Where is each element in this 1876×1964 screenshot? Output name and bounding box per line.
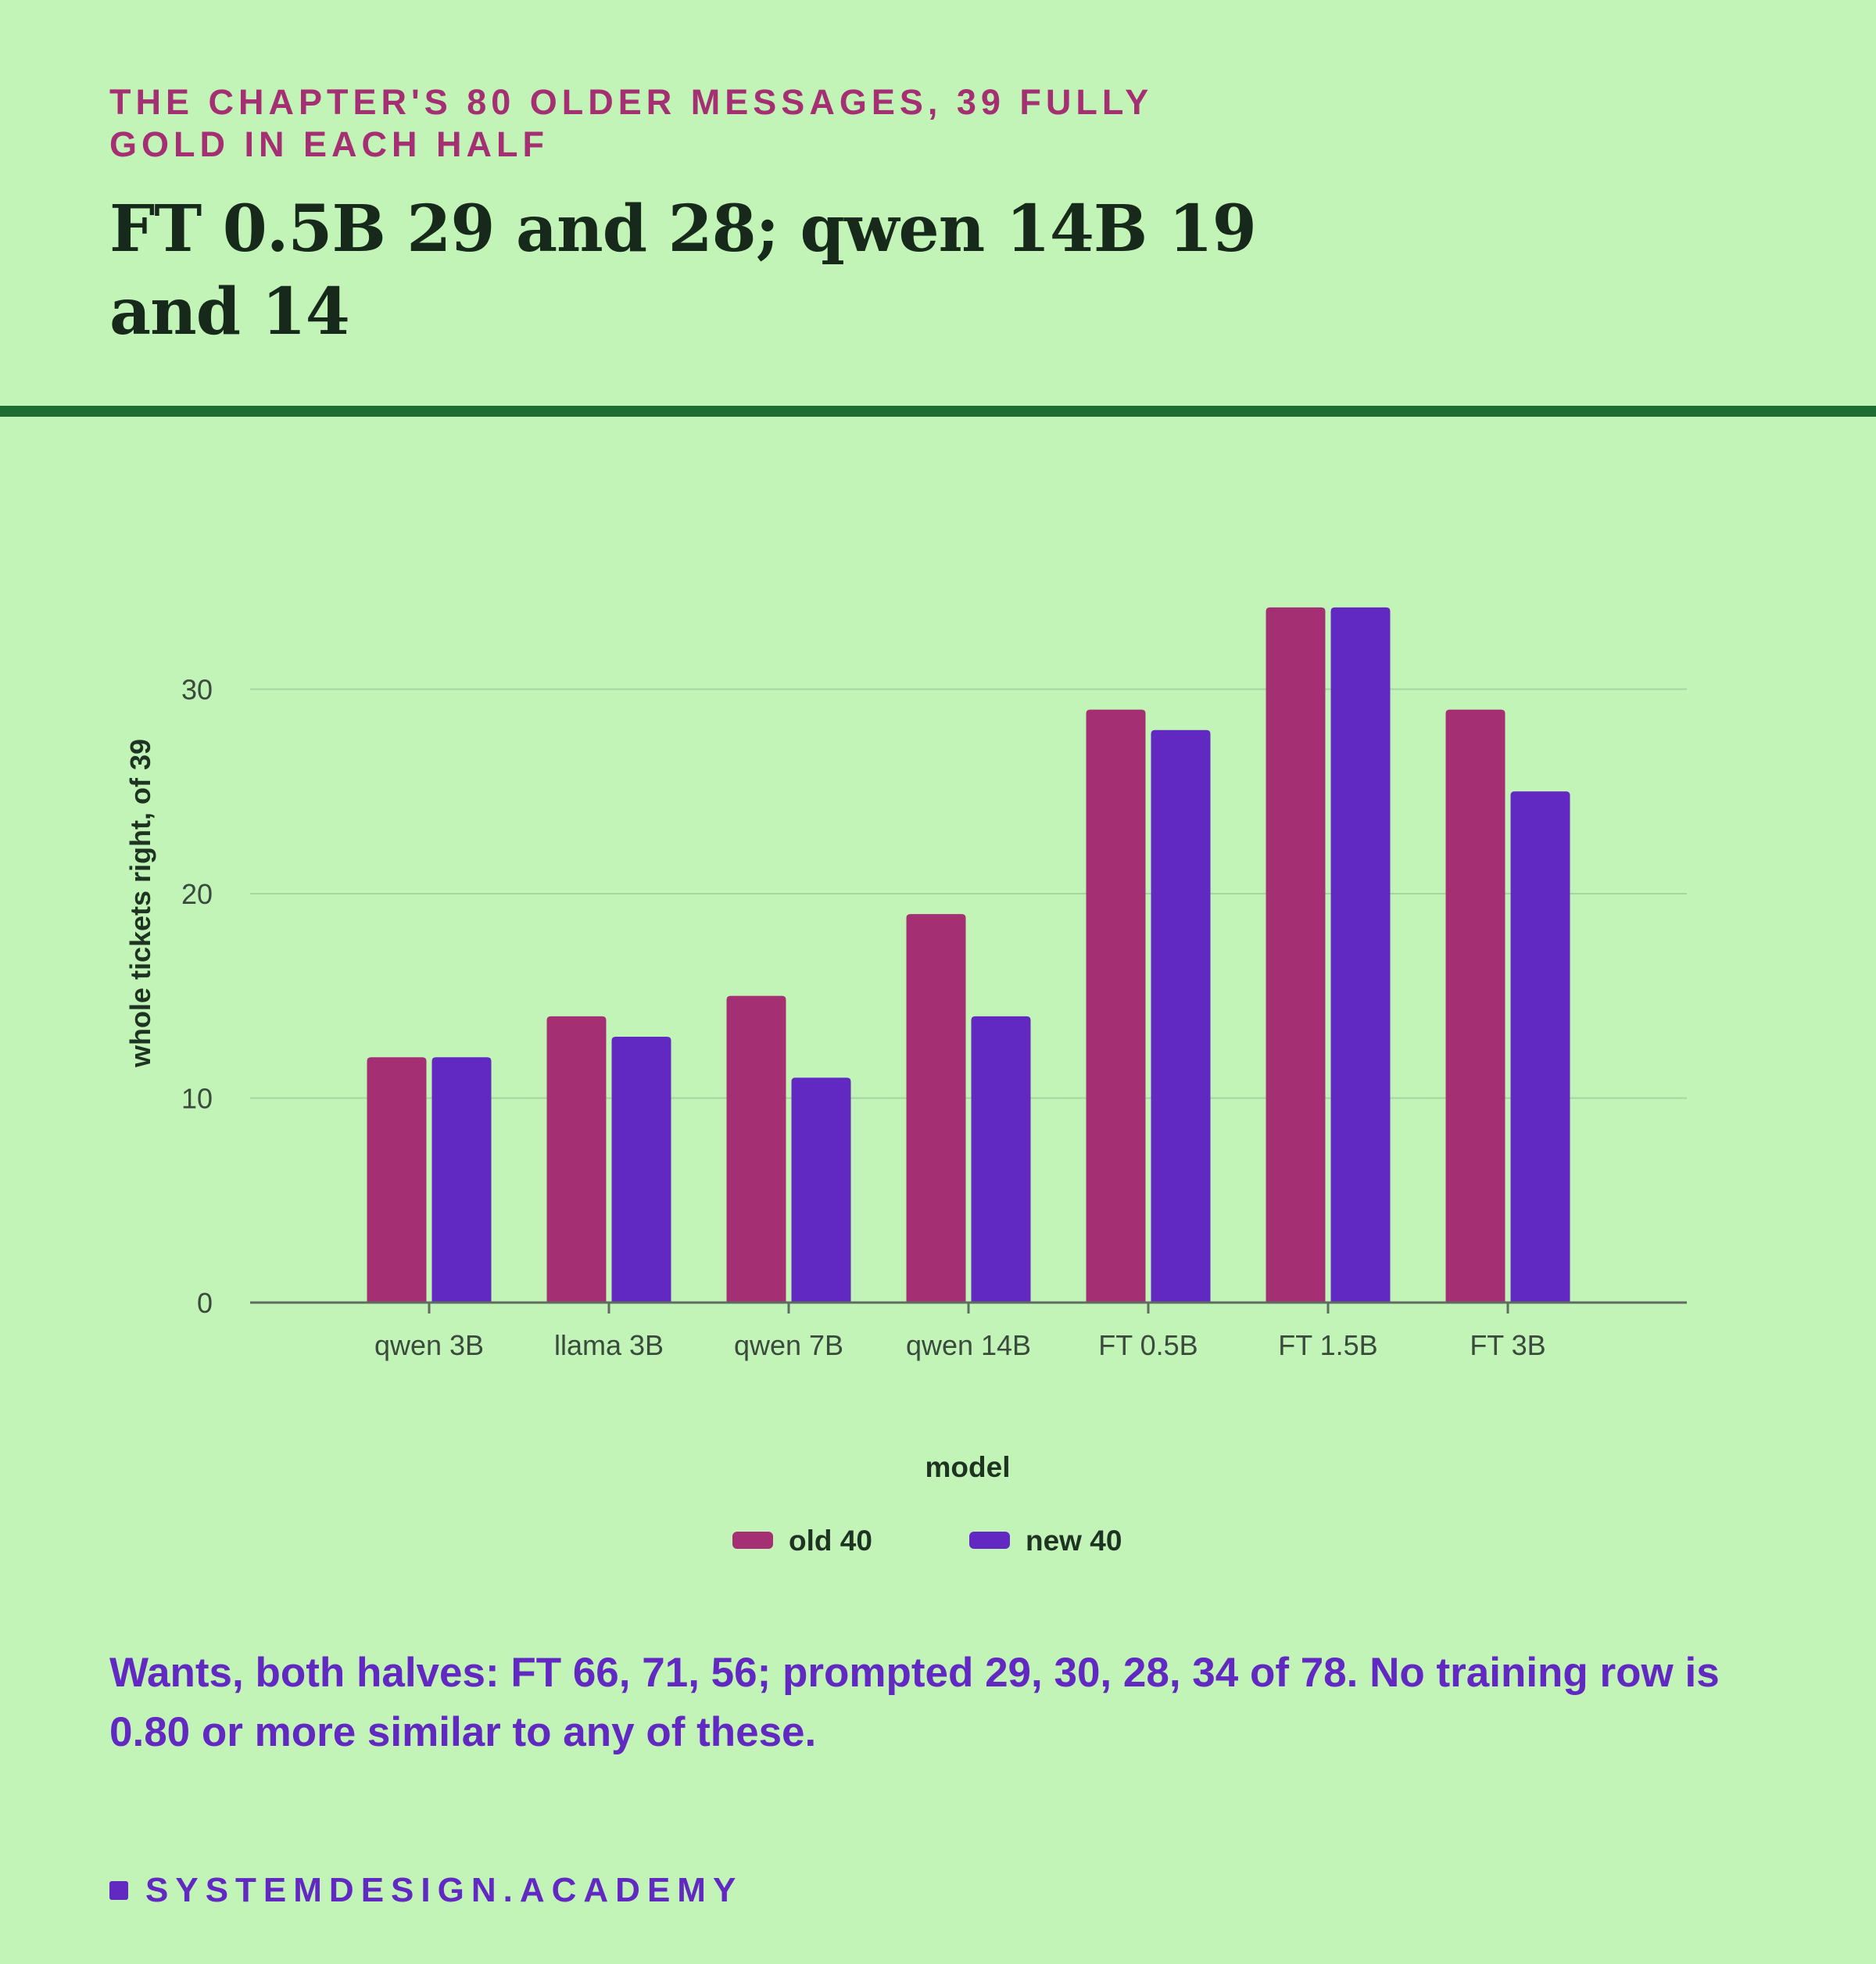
brand: SYSTEMDESIGN.ACADEMY	[109, 1867, 743, 1914]
axes	[250, 1301, 1687, 1314]
tick-labels: 0 10 20 30 qwen 3B llama 3B qwen 7B qwen 14B FT …	[181, 674, 1546, 1362]
x-tick-label: FT 1.5B	[1278, 1329, 1377, 1361]
x-tick-label: qwen 7B	[734, 1329, 843, 1361]
bar-new-4	[1151, 729, 1211, 1303]
bar-new-6	[1510, 791, 1570, 1303]
bar-new-2	[791, 1077, 851, 1303]
y-tick-label: 30	[181, 674, 213, 706]
bar-new-5	[1330, 607, 1391, 1303]
bar-old-3	[906, 914, 966, 1303]
bar-old-6	[1445, 709, 1505, 1303]
brand-name: SYSTEMDESIGN.ACADEMY	[145, 1871, 743, 1909]
bar-old-4	[1086, 709, 1146, 1303]
legend-label-old: old 40	[789, 1525, 872, 1557]
x-tick-label: llama 3B	[554, 1329, 664, 1361]
bar-new-1	[611, 1037, 671, 1303]
legend: old 40 new 40	[732, 1525, 1122, 1557]
footnote: Wants, both halves: FT 66, 71, 56; promp…	[109, 1650, 1720, 1755]
bar-new-0	[431, 1057, 492, 1303]
bar-old-2	[726, 995, 786, 1303]
brand-square-icon	[109, 1881, 128, 1900]
y-tick-label: 0	[197, 1287, 213, 1319]
bars	[367, 607, 1570, 1303]
y-tick-label: 10	[181, 1083, 213, 1115]
legend-swatch-old	[732, 1532, 773, 1549]
legend-swatch-new	[969, 1532, 1010, 1549]
bar-new-3	[971, 1016, 1031, 1303]
y-tick-label: 20	[181, 878, 213, 910]
bar-old-1	[546, 1016, 607, 1303]
bar-old-0	[367, 1057, 427, 1303]
header-divider	[0, 406, 1876, 417]
bar-old-5	[1266, 607, 1326, 1303]
legend-label-new: new 40	[1026, 1525, 1122, 1557]
x-tick-label: FT 3B	[1470, 1329, 1545, 1361]
y-axis-label: whole tickets right, of 39	[124, 739, 156, 1068]
x-tick-label: qwen 14B	[906, 1329, 1031, 1361]
x-tick-label: FT 0.5B	[1098, 1329, 1198, 1361]
x-tick-label: qwen 3B	[374, 1329, 484, 1361]
bar-chart: 0 10 20 30 qwen 3B llama 3B qwen 7B qwen 14B FT …	[124, 607, 1687, 1557]
x-axis-label: model	[925, 1451, 1011, 1483]
chart-title: FT 0.5B 29 and 28; qwen 14B 19 and 14	[109, 192, 1257, 349]
chart-kicker: THE CHAPTER'S 80 OLDER MESSAGES, 39 FULL…	[109, 82, 1153, 164]
